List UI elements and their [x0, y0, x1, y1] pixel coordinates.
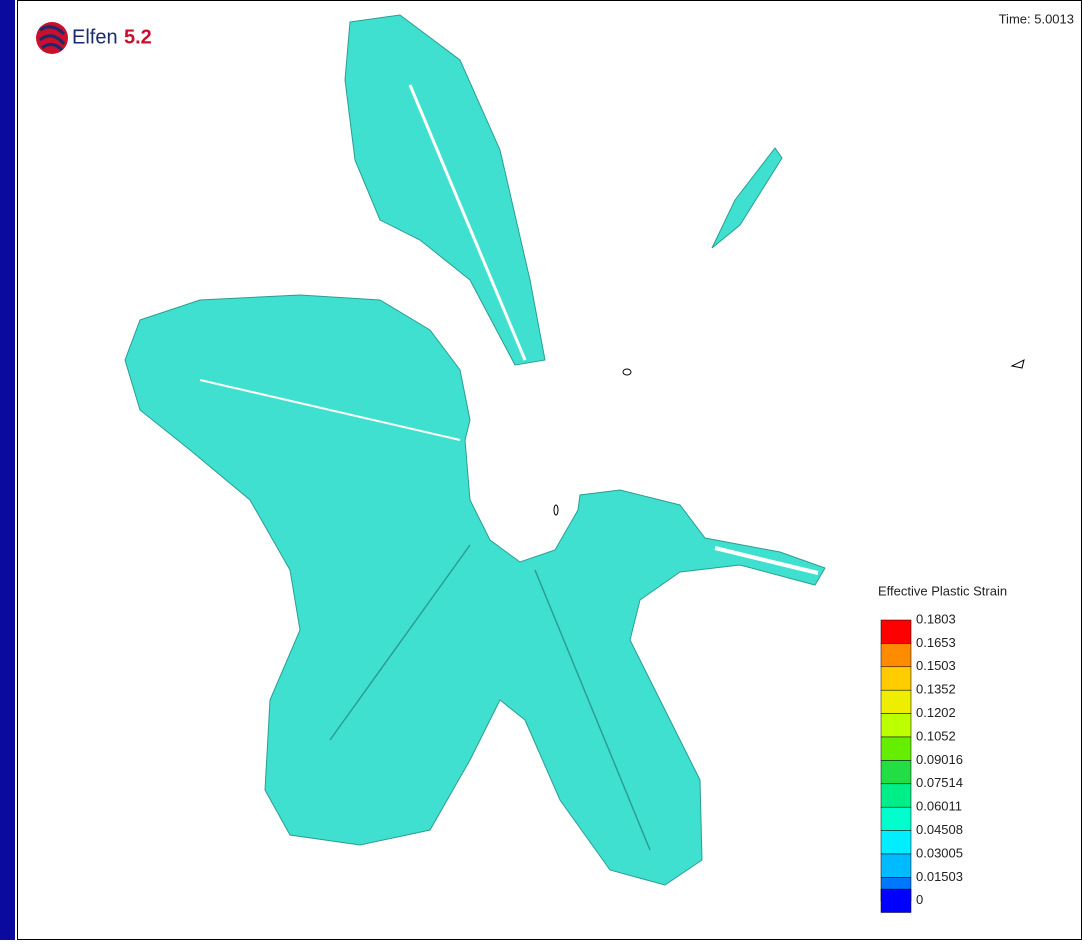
mesh	[124, 14, 826, 886]
crack	[329, 544, 471, 741]
legend-label: 0.06011	[916, 799, 962, 814]
legend-label: 0.1503	[916, 658, 956, 673]
legend-label: 0.1052	[916, 728, 956, 743]
legend-label: 0.09016	[916, 752, 963, 767]
upper-petal	[344, 14, 546, 366]
crack	[534, 569, 651, 851]
logo-name: Elfen	[72, 26, 118, 48]
small-petal	[711, 147, 783, 249]
legend-title: Effective Plastic Strain	[878, 583, 1007, 598]
legend-label: 0.07514	[916, 775, 963, 790]
logo-version: 5.2	[124, 26, 152, 48]
legend-swatch	[880, 643, 912, 668]
legend-label: 0.1803	[916, 611, 956, 626]
logo: Elfen 5.2	[36, 22, 152, 54]
legend-swatch	[880, 783, 912, 808]
fragment	[553, 504, 559, 516]
legend-swatch	[880, 689, 912, 714]
crack	[714, 546, 819, 575]
legend-label: 0	[916, 892, 923, 907]
legend-label: 0.1352	[916, 682, 956, 697]
legend-label: 0.1653	[916, 635, 956, 650]
legend-label: 0.1202	[916, 705, 956, 720]
fragment	[622, 368, 632, 376]
legend-swatch	[880, 760, 912, 785]
fragment	[1010, 359, 1025, 369]
legend-swatch	[880, 619, 912, 644]
crack	[408, 84, 527, 361]
legend: Effective Plastic Strain 0.1803 0.1653 0.1…	[878, 583, 1007, 913]
legend-label: 0.01503	[916, 869, 963, 884]
legend-swatch	[880, 806, 912, 831]
legend-swatch	[880, 853, 912, 878]
time-label: Time: 5.0013	[999, 11, 1074, 26]
body	[124, 294, 826, 886]
legend-swatch	[880, 830, 912, 855]
legend-label: 0.03005	[916, 845, 963, 860]
legend-swatch	[880, 666, 912, 691]
legend-label: 0.04508	[916, 822, 963, 837]
legend-swatch	[880, 713, 912, 738]
crack	[199, 379, 461, 441]
side-strip	[0, 0, 15, 940]
legend-swatch	[880, 888, 912, 913]
cracks	[199, 84, 819, 851]
logo-swirl	[39, 25, 66, 52]
legend-swatch	[880, 736, 912, 761]
